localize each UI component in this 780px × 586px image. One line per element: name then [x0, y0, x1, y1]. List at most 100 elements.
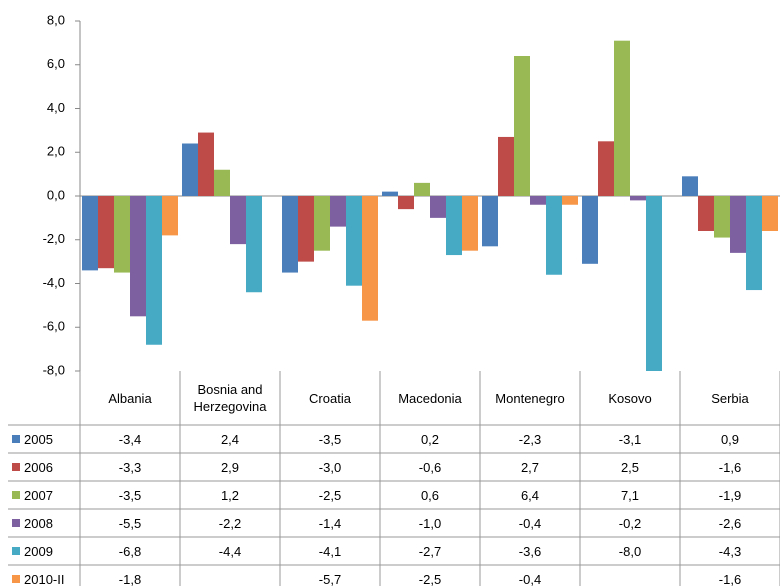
bar	[98, 196, 114, 269]
bar	[246, 196, 262, 293]
bar	[562, 196, 578, 205]
table-value: 2,9	[220, 459, 240, 475]
bar	[530, 196, 546, 205]
table-value: -0,4	[518, 515, 542, 531]
table-value: -1,8	[118, 571, 142, 586]
table-value: -1,6	[718, 571, 742, 586]
category-label: Montenegro	[495, 390, 565, 406]
table-value: 0,2	[420, 431, 440, 447]
table-value: -2,5	[318, 487, 342, 503]
bar	[282, 196, 298, 273]
legend-swatch	[12, 575, 20, 583]
bar	[598, 141, 614, 196]
legend-swatch	[12, 547, 20, 555]
bar	[314, 196, 330, 251]
bar	[514, 56, 530, 196]
y-tick-label: -6,0	[43, 319, 65, 334]
table-value: -1,0	[418, 515, 442, 531]
table-value: -2,5	[418, 571, 442, 586]
table-value: 2,7	[520, 459, 540, 475]
bar	[82, 196, 98, 271]
bar	[362, 196, 378, 321]
legend-swatch	[12, 519, 20, 527]
bar	[198, 132, 214, 196]
table-value: -1,6	[718, 459, 742, 475]
y-tick-label: -4,0	[43, 275, 65, 290]
table-value: -3,0	[318, 459, 342, 475]
bar	[230, 196, 246, 245]
bar	[162, 196, 178, 236]
bar	[762, 196, 778, 231]
table-value: -3,3	[118, 459, 142, 475]
table-value: -2,2	[218, 515, 242, 531]
table-value: 6,4	[520, 487, 540, 503]
category-label: Bosnia and Herzegovina	[193, 382, 267, 414]
table-value: -2,3	[518, 431, 542, 447]
legend-label: 2006	[24, 459, 53, 475]
bar	[446, 196, 462, 256]
category-label: Albania	[108, 390, 152, 406]
table-value: -4,4	[218, 543, 242, 559]
table-value: -1,4	[318, 515, 342, 531]
table-value: -8,0	[618, 543, 642, 559]
bar	[214, 169, 230, 196]
bar	[382, 191, 398, 196]
table-value: -5,7	[318, 571, 342, 586]
legend-label: 2007	[24, 487, 53, 503]
legend-label: 2008	[24, 515, 53, 531]
y-tick-label: 6,0	[47, 56, 65, 71]
category-label: Croatia	[309, 390, 351, 406]
bar	[398, 196, 414, 210]
table-value: -3,4	[118, 431, 142, 447]
y-tick-label: 4,0	[47, 100, 65, 115]
y-tick-label: 2,0	[47, 144, 65, 159]
table-value: 0,6	[420, 487, 440, 503]
bar	[546, 196, 562, 275]
y-tick-label: 8,0	[47, 12, 65, 27]
bar	[414, 182, 430, 196]
legend-swatch	[12, 491, 20, 499]
bar	[482, 196, 498, 247]
bar	[730, 196, 746, 253]
table-value: 1,2	[220, 487, 240, 503]
table-value: -5,5	[118, 515, 142, 531]
bar	[146, 196, 162, 345]
table-value: -6,8	[118, 543, 142, 559]
y-tick-label: -2,0	[43, 231, 65, 246]
legend-swatch	[12, 435, 20, 443]
bar	[630, 196, 646, 201]
table-value: -3,5	[318, 431, 342, 447]
table-value: 7,1	[620, 487, 640, 503]
bar	[646, 196, 662, 371]
table-value: -3,5	[118, 487, 142, 503]
legend-label: 2010-II	[24, 571, 65, 586]
bar	[298, 196, 314, 262]
category-label: Serbia	[711, 390, 749, 406]
legend-label: 2005	[24, 431, 53, 447]
bar	[698, 196, 714, 231]
category-label: Macedonia	[398, 390, 462, 406]
bar	[462, 196, 478, 251]
bar	[614, 40, 630, 196]
y-tick-label: -8,0	[43, 362, 65, 377]
bar	[746, 196, 762, 291]
table-value: -4,1	[318, 543, 342, 559]
bar	[330, 196, 346, 227]
bar	[130, 196, 146, 317]
bar	[498, 136, 514, 196]
category-label: Kosovo	[608, 390, 652, 406]
table-value: -0,2	[618, 515, 642, 531]
table-value: -0,6	[418, 459, 442, 475]
table-value: -1,9	[718, 487, 742, 503]
table-value: 2,4	[220, 431, 240, 447]
bar	[714, 196, 730, 238]
bar	[430, 196, 446, 218]
table-value: -3,6	[518, 543, 542, 559]
y-tick-label: 0,0	[47, 187, 65, 202]
table-value: -2,6	[718, 515, 742, 531]
legend-swatch	[12, 463, 20, 471]
bar	[114, 196, 130, 273]
bar	[682, 176, 698, 196]
